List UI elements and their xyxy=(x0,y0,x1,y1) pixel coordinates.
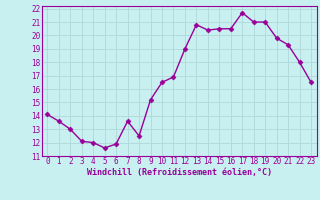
X-axis label: Windchill (Refroidissement éolien,°C): Windchill (Refroidissement éolien,°C) xyxy=(87,168,272,177)
